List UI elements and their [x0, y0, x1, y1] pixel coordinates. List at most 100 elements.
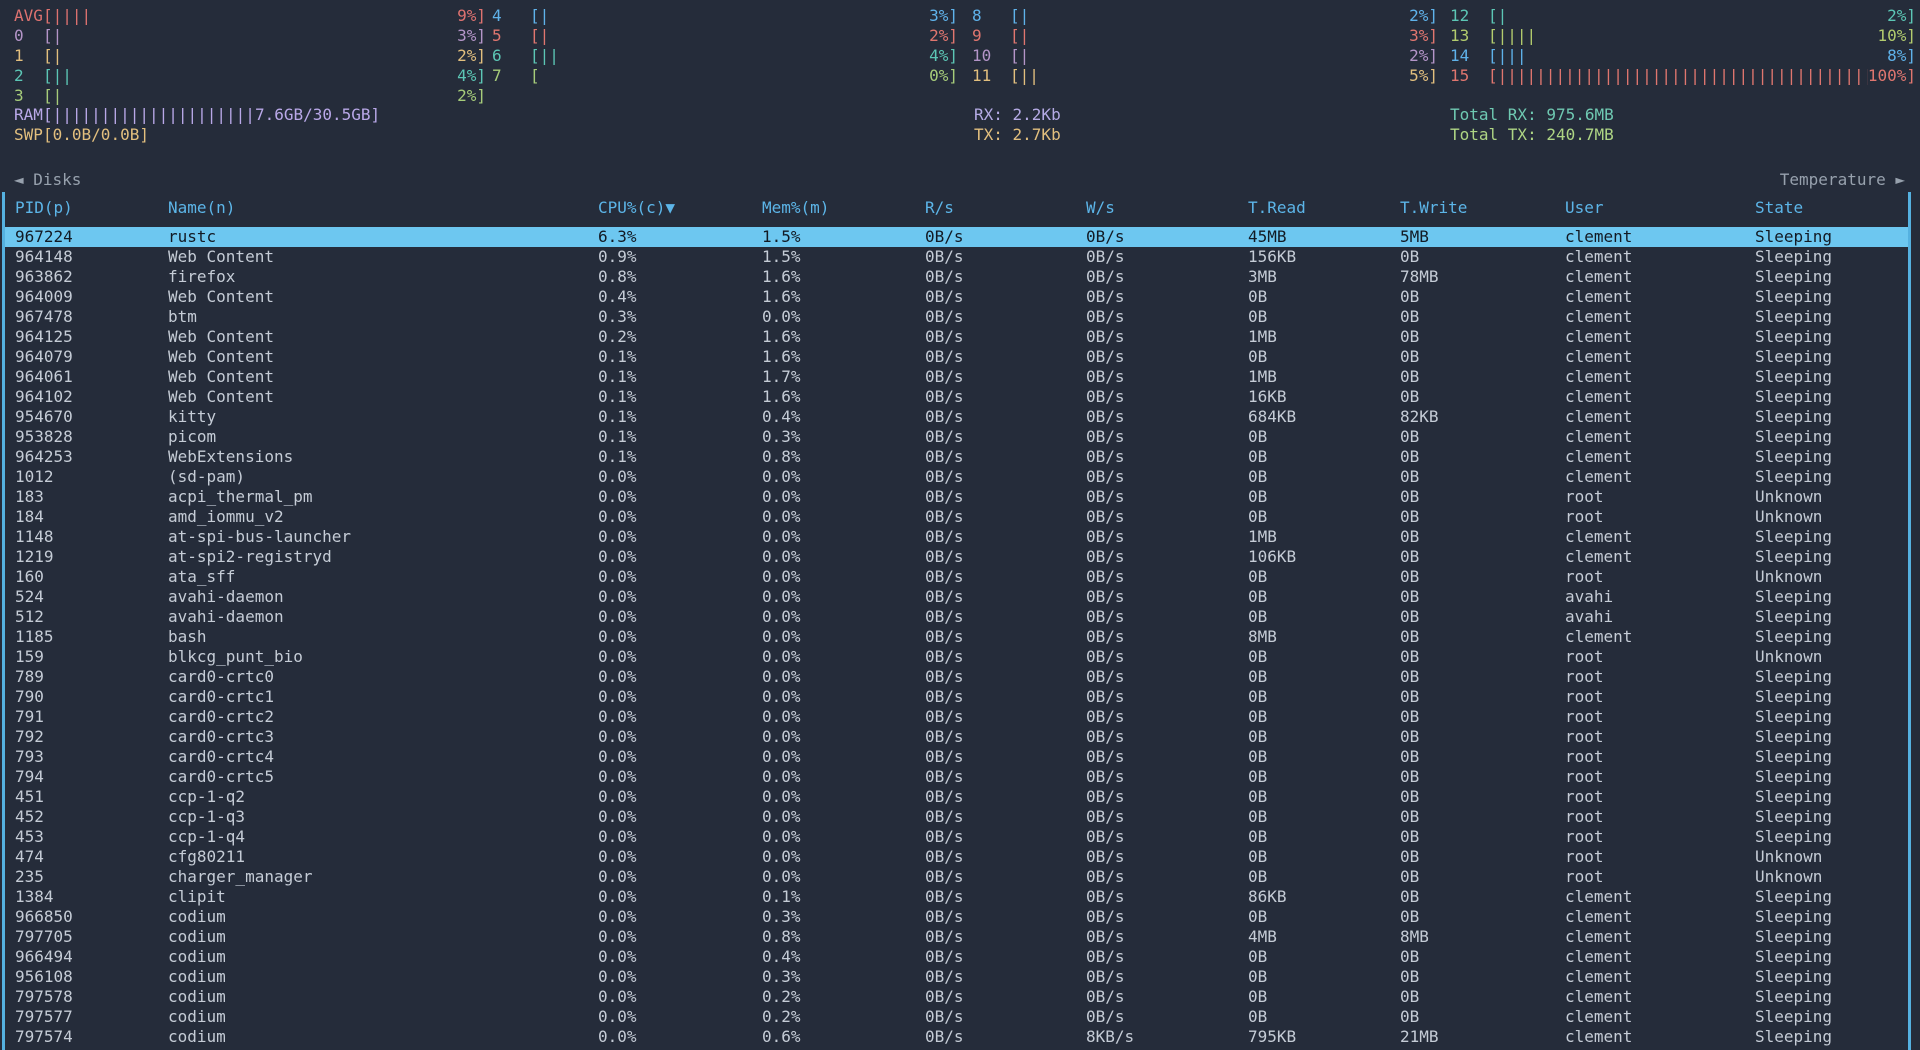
nav-disks-arrow[interactable]: ◄ Disks	[14, 170, 82, 189]
cell-name: avahi-daemon	[168, 587, 284, 606]
column-header-mem-m[interactable]: Mem%(m)	[762, 198, 830, 217]
process-row[interactable]: 964009 Web Content 0.4% 1.6% 0B/s 0B/s 0B 0B cle…	[5, 287, 1908, 307]
cell-write-rate: 0B/s	[1086, 427, 1125, 446]
cell-mem-percent: 0.0%	[762, 687, 801, 706]
process-row[interactable]: 793 card0-crtc4 0.0% 0.0% 0B/s 0B/s 0B 0B root Sl…	[5, 747, 1908, 767]
cell-user: clement	[1565, 347, 1633, 366]
process-row[interactable]: 452 ccp-1-q3 0.0% 0.0% 0B/s 0B/s 0B 0B root Sleep…	[5, 807, 1908, 827]
process-row[interactable]: 964148 Web Content 0.9% 1.5% 0B/s 0B/s 156KB 0B…	[5, 247, 1908, 267]
cell-write-rate: 0B/s	[1086, 307, 1125, 326]
cpu-meter-percent: 3%	[457, 26, 477, 45]
process-row[interactable]: 966850 codium 0.0% 0.3% 0B/s 0B/s 0B 0B clement S…	[5, 907, 1908, 927]
process-row-selected[interactable]: 967224 rustc 6.3% 1.5% 0B/s 0B/s 45MB 5MB clemen…	[5, 227, 1908, 247]
cell-state: Sleeping	[1755, 387, 1833, 406]
column-header-r-s[interactable]: R/s	[925, 198, 954, 217]
memory-meter-bars: |||||||||||||||||||||	[52, 105, 255, 124]
cell-state: Sleeping	[1755, 287, 1833, 306]
process-row[interactable]: 966494 codium 0.0% 0.4% 0B/s 0B/s 0B 0B clement S…	[5, 947, 1908, 967]
column-header-t-write[interactable]: T.Write	[1400, 198, 1468, 217]
cell-mem-percent: 0.0%	[762, 607, 801, 626]
cell-pid: 963862	[15, 267, 73, 286]
cell-user: root	[1565, 647, 1604, 666]
cell-state: Sleeping	[1755, 367, 1833, 386]
process-row[interactable]: 183 acpi_thermal_pm 0.0% 0.0% 0B/s 0B/s 0B 0B ro…	[5, 487, 1908, 507]
cell-read-rate: 0B/s	[925, 1027, 964, 1046]
column-header-user[interactable]: User	[1565, 198, 1604, 217]
cell-read-rate: 0B/s	[925, 707, 964, 726]
meter-close-bracket: ]	[1906, 66, 1916, 85]
process-row[interactable]: 964102 Web Content 0.1% 1.6% 0B/s 0B/s 16KB 0B c…	[5, 387, 1908, 407]
column-header-state[interactable]: State	[1755, 198, 1804, 217]
process-row[interactable]: 1219 at-spi2-registryd 0.0% 0.0% 0B/s 0B/s 106…	[5, 547, 1908, 567]
cpu-meter-bars: |	[1497, 6, 1508, 25]
process-row[interactable]: 797705 codium 0.0% 0.8% 0B/s 0B/s 4MB 8MB clemen…	[5, 927, 1908, 947]
cell-pid: 956108	[15, 967, 73, 986]
process-row[interactable]: 964253 WebExtensions 0.1% 0.8% 0B/s 0B/s 0B 0B c…	[5, 447, 1908, 467]
process-row[interactable]: 235 charger_manager 0.0% 0.0% 0B/s 0B/s 0B 0B ro…	[5, 867, 1908, 887]
cell-pid: 966850	[15, 907, 73, 926]
process-row[interactable]: 794 card0-crtc5 0.0% 0.0% 0B/s 0B/s 0B 0B root Sl…	[5, 767, 1908, 787]
cpu-core-label: 15	[1450, 66, 1470, 85]
cell-name: amd_iommu_v2	[168, 507, 284, 526]
cell-total-read: 0B	[1248, 487, 1268, 506]
cell-state: Sleeping	[1755, 267, 1833, 286]
process-row[interactable]: 451 ccp-1-q2 0.0% 0.0% 0B/s 0B/s 0B 0B root Sleep…	[5, 787, 1908, 807]
process-row[interactable]: 956108 codium 0.0% 0.3% 0B/s 0B/s 0B 0B clement S…	[5, 967, 1908, 987]
cell-write-rate: 0B/s	[1086, 887, 1125, 906]
cell-total-write: 0B	[1400, 847, 1420, 866]
process-row[interactable]: 791 card0-crtc2 0.0% 0.0% 0B/s 0B/s 0B 0B root Sl…	[5, 707, 1908, 727]
cpu-core-label: 1	[14, 46, 24, 65]
cell-total-read: 16KB	[1248, 387, 1287, 406]
process-row[interactable]: 964125 Web Content 0.2% 1.6% 0B/s 0B/s 1MB 0B cl…	[5, 327, 1908, 347]
process-row[interactable]: 159 blkcg_punt_bio 0.0% 0.0% 0B/s 0B/s 0B 0B roo…	[5, 647, 1908, 667]
process-row[interactable]: 963862 firefox 0.8% 1.6% 0B/s 0B/s 3MB 78MB clem…	[5, 267, 1908, 287]
process-row[interactable]: 964079 Web Content 0.1% 1.6% 0B/s 0B/s 0B 0B cle…	[5, 347, 1908, 367]
column-header-pid-p[interactable]: PID(p)	[15, 198, 73, 217]
cell-user: root	[1565, 767, 1604, 786]
cell-name: charger_manager	[168, 867, 313, 886]
process-row[interactable]: 797577 codium 0.0% 0.2% 0B/s 0B/s 0B 0B clement S…	[5, 1007, 1908, 1027]
process-row[interactable]: 160 ata_sff 0.0% 0.0% 0B/s 0B/s 0B 0B root Unknow…	[5, 567, 1908, 587]
cpu-meter-15: 15 [|||||||||||||||||||||||||||||||||||||…	[1450, 66, 1916, 86]
process-row[interactable]: 524 avahi-daemon 0.0% 0.0% 0B/s 0B/s 0B 0B avahi…	[5, 587, 1908, 607]
process-row[interactable]: 792 card0-crtc3 0.0% 0.0% 0B/s 0B/s 0B 0B root Sl…	[5, 727, 1908, 747]
cell-total-read: 0B	[1248, 347, 1268, 366]
meter-close-bracket: ]	[1428, 46, 1438, 65]
cell-write-rate: 0B/s	[1086, 947, 1125, 966]
process-row[interactable]: 967478 btm 0.3% 0.0% 0B/s 0B/s 0B 0B clement Slee…	[5, 307, 1908, 327]
process-row[interactable]: 1148 at-spi-bus-launcher 0.0% 0.0% 0B/s 0B/s 1…	[5, 527, 1908, 547]
cpu-meter-bars: ||||	[1497, 26, 1537, 45]
process-row[interactable]: 789 card0-crtc0 0.0% 0.0% 0B/s 0B/s 0B 0B root Sl…	[5, 667, 1908, 687]
process-row[interactable]: 1012 (sd-pam) 0.0% 0.0% 0B/s 0B/s 0B 0B clement S…	[5, 467, 1908, 487]
cell-cpu-percent: 0.0%	[598, 1027, 637, 1046]
nav-temperature-arrow[interactable]: Temperature ►	[1779, 170, 1905, 189]
process-row[interactable]: 474 cfg80211 0.0% 0.0% 0B/s 0B/s 0B 0B root Unkno…	[5, 847, 1908, 867]
meter-open-bracket: [	[43, 105, 53, 124]
column-header-t-read[interactable]: T.Read	[1248, 198, 1306, 217]
cell-total-read: 0B	[1248, 707, 1268, 726]
process-row[interactable]: 790 card0-crtc1 0.0% 0.0% 0B/s 0B/s 0B 0B root Sl…	[5, 687, 1908, 707]
cell-state: Sleeping	[1755, 1027, 1833, 1046]
ram-row: RAM[||||||||||||||||||||| 7.6GB/30.5GB] R…	[0, 105, 1920, 125]
cpu-core-label: 14	[1450, 46, 1470, 65]
cell-name: clipit	[168, 887, 226, 906]
cpu-core-label: 10	[972, 46, 992, 65]
cell-total-read: 0B	[1248, 1007, 1268, 1026]
column-header-w-s[interactable]: W/s	[1086, 198, 1115, 217]
column-header-name-n[interactable]: Name(n)	[168, 198, 236, 217]
process-row[interactable]: 964061 Web Content 0.1% 1.7% 0B/s 0B/s 1MB 0B cl…	[5, 367, 1908, 387]
process-row[interactable]: 512 avahi-daemon 0.0% 0.0% 0B/s 0B/s 0B 0B avahi…	[5, 607, 1908, 627]
process-row[interactable]: 184 amd_iommu_v2 0.0% 0.0% 0B/s 0B/s 0B 0B root U…	[5, 507, 1908, 527]
process-row[interactable]: 953828 picom 0.1% 0.3% 0B/s 0B/s 0B 0B clement Sl…	[5, 427, 1908, 447]
cpu-meter-percent: 9%	[457, 6, 477, 25]
cpu-meter-percent: 100%	[1867, 66, 1907, 85]
process-row[interactable]: 954670 kitty 0.1% 0.4% 0B/s 0B/s 684KB 82KB clem…	[5, 407, 1908, 427]
process-row[interactable]: 1185 bash 0.0% 0.0% 0B/s 0B/s 8MB 0B clement Slee…	[5, 627, 1908, 647]
column-header-cpu-c[interactable]: CPU%(c)▼	[598, 198, 676, 217]
process-row[interactable]: 797578 codium 0.0% 0.2% 0B/s 0B/s 0B 0B clement S…	[5, 987, 1908, 1007]
process-row[interactable]: 797574 codium 0.0% 0.6% 0B/s 8KB/s 795KB 21MB cl…	[5, 1027, 1908, 1047]
process-row[interactable]: 1384 clipit 0.0% 0.1% 0B/s 0B/s 86KB 0B clement S…	[5, 887, 1908, 907]
process-row[interactable]: 453 ccp-1-q4 0.0% 0.0% 0B/s 0B/s 0B 0B root Sleep…	[5, 827, 1908, 847]
cell-cpu-percent: 0.0%	[598, 507, 637, 526]
cell-total-write: 0B	[1400, 607, 1420, 626]
